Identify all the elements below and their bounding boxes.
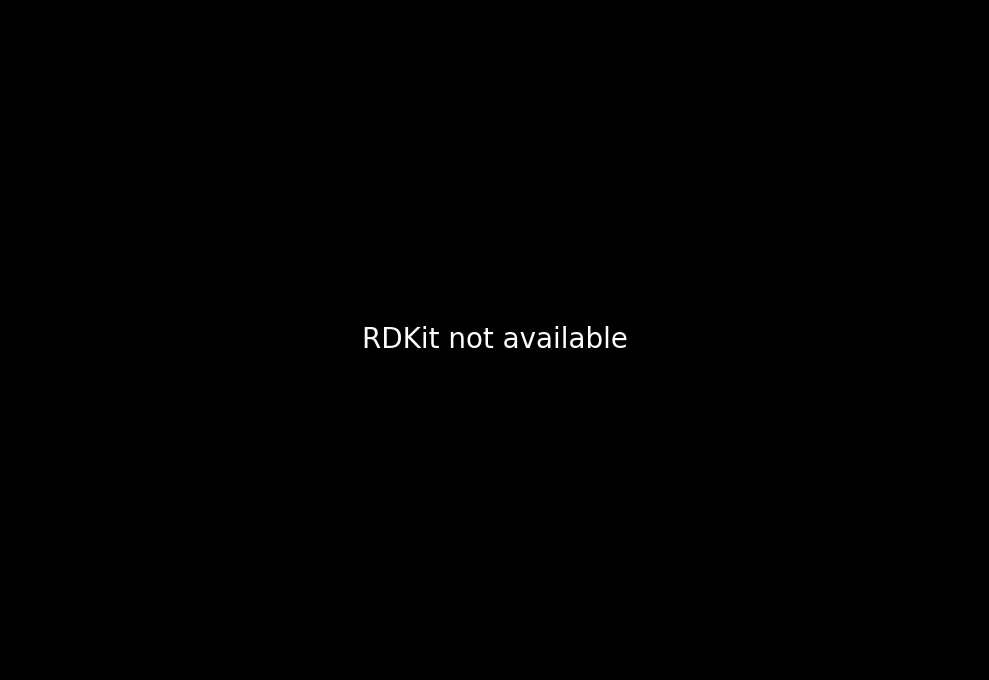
Text: RDKit not available: RDKit not available: [362, 326, 627, 354]
